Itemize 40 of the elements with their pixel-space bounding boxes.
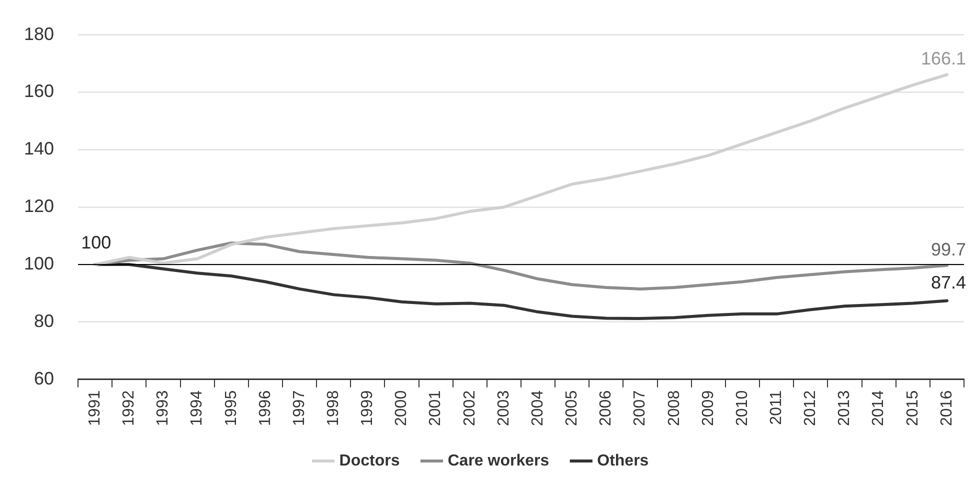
legend-label: Others bbox=[597, 452, 649, 470]
x-tick-label: 1998 bbox=[325, 390, 342, 426]
x-tick-label: 2015 bbox=[904, 390, 922, 426]
x-tick-label: 1992 bbox=[120, 390, 138, 426]
x-tick-label: 2013 bbox=[836, 390, 854, 426]
x-tick-label: 2016 bbox=[938, 390, 956, 426]
y-tick-label: 140 bbox=[24, 138, 54, 159]
legend-label: Doctors bbox=[339, 452, 400, 470]
x-tick-label: 1993 bbox=[154, 390, 172, 426]
x-tick-label: 1999 bbox=[359, 390, 376, 426]
x-tick-label: 2004 bbox=[529, 390, 546, 426]
x-tick-label: 2005 bbox=[564, 390, 581, 426]
x-tick-label: 2009 bbox=[700, 390, 717, 426]
data-label: 99.7 bbox=[930, 239, 966, 260]
x-tick-label: 2008 bbox=[666, 390, 683, 426]
x-tick-label: 1995 bbox=[222, 390, 240, 426]
y-tick-label: 160 bbox=[24, 81, 54, 102]
x-tick-label: 1996 bbox=[256, 390, 274, 426]
y-tick-label: 60 bbox=[34, 368, 54, 388]
y-tick-label: 80 bbox=[34, 310, 54, 331]
x-tick-label: 2011 bbox=[768, 390, 785, 425]
x-tick-label: 1991 bbox=[86, 390, 104, 426]
x-tick-label: 2012 bbox=[802, 390, 820, 426]
data-label: 166.1 bbox=[920, 48, 966, 69]
x-tick-label: 2000 bbox=[393, 390, 410, 426]
x-tick-label: 2007 bbox=[632, 390, 649, 426]
y-tick-label: 100 bbox=[24, 254, 54, 274]
x-tick-label: 2014 bbox=[870, 390, 888, 426]
data-label: 100 bbox=[81, 232, 112, 253]
x-tick-label: 1997 bbox=[290, 390, 308, 426]
data-label: 87.4 bbox=[930, 272, 966, 293]
x-tick-label: 2006 bbox=[598, 390, 615, 426]
x-tick-label: 2010 bbox=[734, 390, 751, 426]
y-tick-label: 120 bbox=[24, 196, 54, 216]
x-tick-label: 2002 bbox=[461, 390, 478, 426]
x-tick-label: 2001 bbox=[427, 390, 444, 426]
x-tick-label: 2003 bbox=[495, 390, 512, 426]
x-tick-label: 1994 bbox=[188, 390, 206, 426]
y-tick-label: 180 bbox=[24, 24, 54, 44]
legend-label: Care workers bbox=[448, 452, 550, 470]
